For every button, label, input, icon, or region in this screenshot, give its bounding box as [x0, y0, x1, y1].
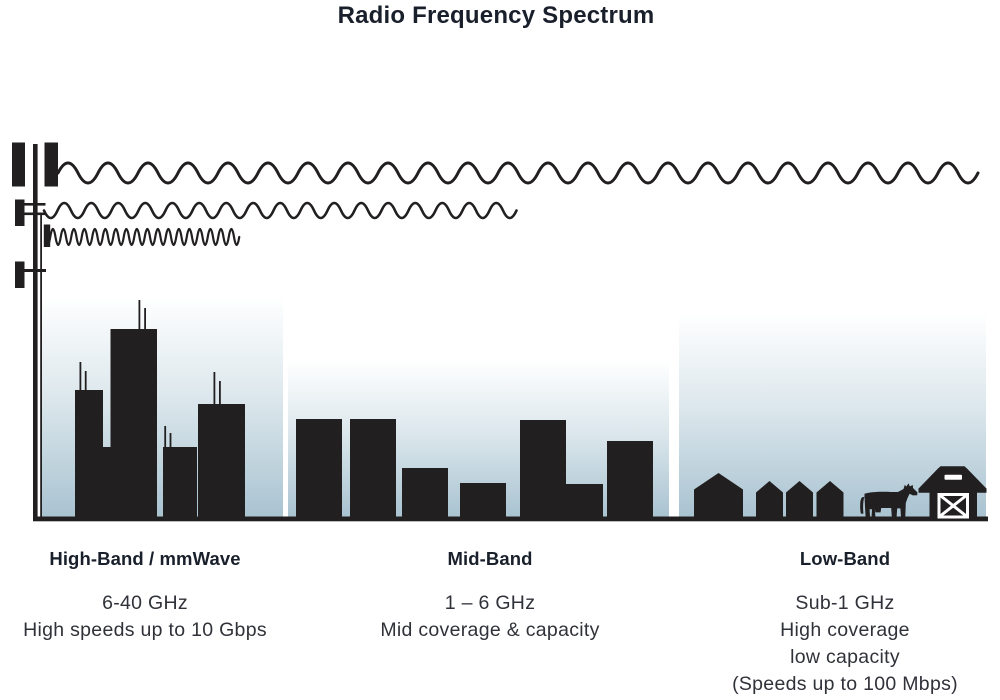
- band-section-mid-band: Mid-Band 1 – 6 GHz Mid coverage & capaci…: [350, 548, 630, 644]
- building: [296, 419, 342, 517]
- skyscraper: [110, 329, 157, 517]
- building: [460, 483, 506, 517]
- building: [402, 468, 448, 517]
- low-band-wave-icon: [56, 161, 980, 185]
- band-heading-mid: Mid-Band: [447, 548, 533, 569]
- barn-icon: [918, 466, 987, 519]
- band-detail-line: High coverage: [780, 619, 910, 641]
- radio-waves: [42, 161, 980, 247]
- mid-band-wave-icon: [42, 201, 518, 220]
- skyscraper: [75, 390, 103, 517]
- mid-band-skyline: [296, 419, 653, 517]
- high-band-skyline: [75, 300, 245, 517]
- band-heading-low: Low-Band: [799, 548, 891, 569]
- house-icon: [756, 481, 783, 517]
- house-icon: [694, 473, 743, 517]
- band-heading-high: High-Band / mmWave: [49, 548, 241, 569]
- house-icon: [816, 481, 844, 517]
- building: [607, 441, 653, 517]
- band-detail-line: 1 – 6 GHz: [444, 592, 536, 614]
- building: [520, 420, 566, 517]
- skyscraper: [163, 447, 197, 517]
- skyscraper: [198, 404, 245, 517]
- band-detail-line: High speeds up to 10 Gbps: [23, 619, 267, 641]
- band-section-low-band: Low-Band Sub-1 GHz High coverage low cap…: [705, 548, 985, 698]
- barn-door: [937, 493, 969, 519]
- low-band-rural-scene: [694, 466, 987, 520]
- cell-tower-icon: [12, 142, 58, 517]
- page-title: Radio Frequency Spectrum: [337, 2, 655, 29]
- hayloft-window: [944, 474, 962, 480]
- building: [350, 419, 396, 517]
- skyscraper: [103, 447, 111, 517]
- cow-icon: [860, 483, 918, 520]
- band-detail-line: (Speeds up to 100 Mbps): [732, 673, 958, 695]
- building: [566, 484, 603, 517]
- band-detail-line: Sub-1 GHz: [795, 592, 895, 614]
- band-detail-line: low capacity: [790, 646, 900, 668]
- ground-line: [33, 516, 988, 522]
- rooftop-antennas: [79, 300, 221, 448]
- band-detail-line: 6-40 GHz: [102, 592, 188, 614]
- high-band-wave-icon: [43, 227, 241, 247]
- band-section-high-band: High-Band / mmWave 6-40 GHz High speeds …: [5, 548, 285, 644]
- band-detail-line: Mid coverage & capacity: [380, 619, 600, 641]
- house-icon: [786, 481, 813, 517]
